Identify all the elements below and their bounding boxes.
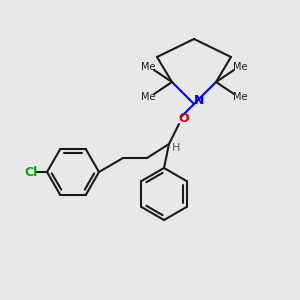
Text: H: H bbox=[172, 143, 180, 153]
Text: N: N bbox=[194, 94, 204, 107]
Text: Cl: Cl bbox=[24, 166, 38, 178]
Text: Me: Me bbox=[141, 62, 155, 72]
Text: Me: Me bbox=[233, 62, 247, 72]
Text: Me: Me bbox=[233, 92, 247, 102]
Text: Me: Me bbox=[141, 92, 155, 102]
Text: O: O bbox=[179, 112, 189, 125]
